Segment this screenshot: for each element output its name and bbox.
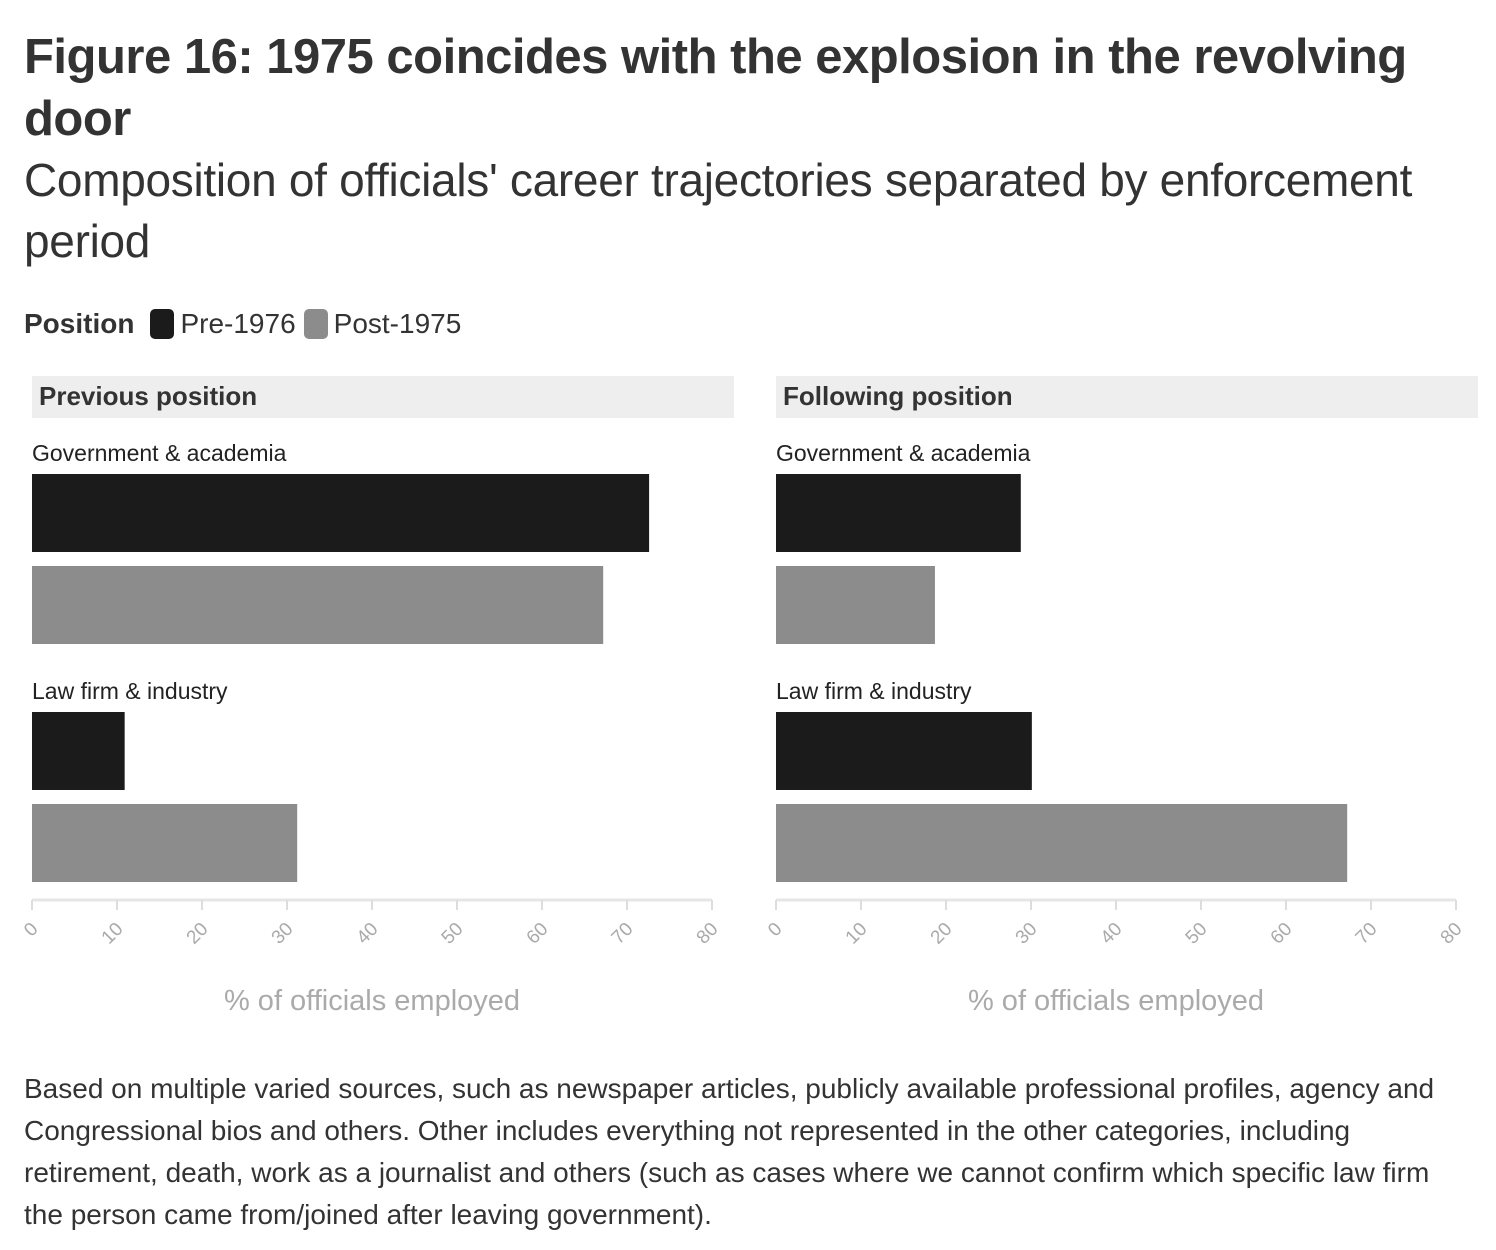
- x-tick-label-1-3: 30: [1012, 919, 1042, 949]
- x-tick-label-0-5: 50: [438, 919, 468, 949]
- chart-title: Figure 16: 1975 coincides with the explo…: [24, 30, 1407, 146]
- x-axis-label-1: % of officials employed: [968, 985, 1264, 1017]
- legend-item-post-1975[interactable]: Post-1975: [303, 308, 462, 340]
- legend-label-post-1975: Post-1975: [333, 308, 462, 339]
- x-tick-label-0-8: 80: [693, 919, 723, 949]
- x-tick-label-0-6: 60: [523, 919, 553, 949]
- bar-1-1-1: [776, 804, 1348, 882]
- legend-title: Position: [24, 308, 135, 339]
- x-tick-label-1-5: 50: [1182, 919, 1212, 949]
- bar-0-1-0: [32, 712, 125, 790]
- footnote: Based on multiple varied sources, such a…: [24, 1073, 1435, 1230]
- x-tick-label-1-6: 60: [1267, 919, 1297, 949]
- bar-chart: Previous position Government & academia La…: [20, 376, 1478, 1017]
- legend: Position Pre-1976 Post-1975: [24, 304, 469, 344]
- bar-0-0-1: [32, 566, 604, 644]
- bar-0-1-1: [32, 804, 298, 882]
- bar-1-1-0: [776, 712, 1032, 790]
- x-tick-label-1-4: 40: [1097, 919, 1127, 949]
- x-tick-label-1-7: 70: [1352, 919, 1382, 949]
- panel-header-1: [776, 376, 1478, 418]
- x-tick-label-0-3: 30: [268, 919, 298, 949]
- group-label-1-1: Law firm & industry: [776, 678, 972, 704]
- legend-item-pre-1976[interactable]: Pre-1976: [150, 308, 296, 340]
- group-label-1-0: Government & academia: [776, 440, 1031, 466]
- bar-0-0-0: [32, 474, 650, 552]
- chart-subtitle: Composition of officials' career traject…: [24, 154, 1413, 267]
- x-tick-label-0-2: 20: [183, 919, 213, 949]
- legend-swatch-post-1975: [303, 309, 328, 339]
- x-tick-label-0-7: 70: [608, 919, 638, 949]
- x-tick-label-1-8: 80: [1437, 919, 1467, 949]
- x-tick-label-0-4: 40: [353, 919, 383, 949]
- x-tick-label-0-0: 0: [20, 919, 42, 941]
- group-label-0-1: Law firm & industry: [32, 678, 228, 704]
- x-tick-label-1-0: 0: [764, 919, 786, 941]
- panel-header-0: [32, 376, 734, 418]
- x-tick-label-1-1: 10: [842, 919, 872, 949]
- x-tick-label-0-1: 10: [98, 919, 128, 949]
- group-label-0-0: Government & academia: [32, 440, 287, 466]
- bar-1-0-0: [776, 474, 1021, 552]
- panel-title-0: Previous position: [39, 381, 257, 411]
- legend-label-pre-1976: Pre-1976: [180, 308, 296, 339]
- bar-1-0-1: [776, 566, 935, 644]
- x-axis-label-0: % of officials employed: [224, 985, 520, 1017]
- legend-swatch-pre-1976: [150, 309, 175, 339]
- panel-title-1: Following position: [783, 381, 1013, 411]
- x-tick-label-1-2: 20: [927, 919, 957, 949]
